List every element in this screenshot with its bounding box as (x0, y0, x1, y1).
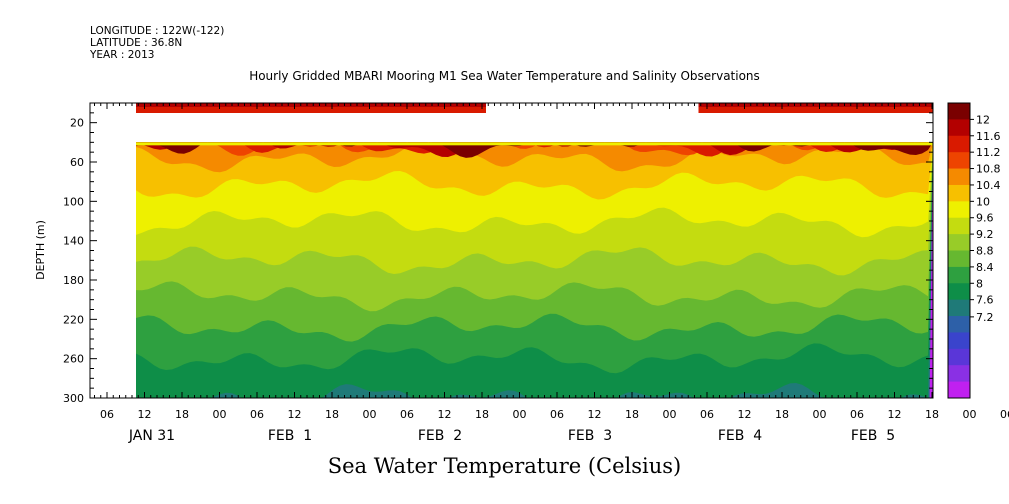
colorbar-swatch (948, 365, 970, 383)
surface-segment-shade (698, 103, 933, 107)
x-tick-label: 18 (925, 408, 939, 421)
colorbar-label: 7.6 (976, 294, 994, 307)
plot-area (90, 103, 933, 398)
y-axis-label: DEPTH (m) (34, 220, 47, 280)
y-tick-label: 220 (63, 313, 84, 326)
x-tick-label: 18 (775, 408, 789, 421)
x-tick-label: 00 (363, 408, 377, 421)
x-tick-label: 00 (213, 408, 227, 421)
y-tick-label: 300 (63, 392, 84, 405)
chart-title: Hourly Gridded MBARI Mooring M1 Sea Wate… (249, 69, 760, 83)
colorbar-label: 10.8 (976, 163, 1001, 176)
surface-segment (698, 103, 933, 113)
colorbar-swatch (948, 332, 970, 350)
y-tick-label: 100 (63, 195, 84, 208)
colorbar-swatch (948, 316, 970, 333)
colorbar-label: 10 (976, 195, 990, 208)
colorbar-swatch (948, 348, 970, 366)
colorbar-swatch (948, 103, 970, 120)
colorbar-swatch (948, 184, 970, 202)
x-tick-label: 18 (175, 408, 189, 421)
band-top (136, 142, 933, 146)
colorbar-swatch (948, 266, 970, 284)
contour-band (136, 142, 933, 157)
x-tick-label: 12 (138, 408, 152, 421)
latitude-label: LATITUDE : 36.8N (90, 37, 183, 49)
x-tick-label: 12 (738, 408, 752, 421)
colorbar-swatch (948, 135, 970, 153)
x-tick-label: 06 (700, 408, 714, 421)
x-tick-label: 12 (588, 408, 602, 421)
x-tick-label: 06 (250, 408, 264, 421)
x-tick-label: 06 (100, 408, 114, 421)
x-tick-label: 18 (475, 408, 489, 421)
x-tick-label: 00 (513, 408, 527, 421)
colorbar-swatch (948, 234, 970, 251)
y-tick-label: 60 (70, 156, 84, 169)
colorbar-label: 8.8 (976, 245, 994, 258)
x-day-label: FEB 4 (718, 428, 762, 444)
x-tick-label: 06 (1000, 408, 1009, 421)
colorbar-label: 9.6 (976, 212, 994, 225)
surface-segment-shade (136, 103, 486, 107)
x-tick-label: 00 (963, 408, 977, 421)
x-day-label: FEB 1 (268, 428, 312, 444)
colorbar-swatch (948, 250, 970, 268)
x-tick-label: 06 (400, 408, 414, 421)
y-tick-label: 140 (63, 235, 84, 248)
y-tick-label: 20 (70, 117, 84, 130)
y-tick-label: 180 (63, 274, 84, 287)
colorbar-label: 11.2 (976, 146, 1001, 159)
x-tick-label: 06 (850, 408, 864, 421)
x-day-label: JAN 31 (128, 428, 175, 444)
x-tick-label: 00 (663, 408, 677, 421)
x-tick-label: 12 (888, 408, 902, 421)
x-tick-label: 06 (550, 408, 564, 421)
x-tick-label: 12 (288, 408, 302, 421)
y-tick-label: 260 (63, 353, 84, 366)
colorbar-label: 10.4 (976, 179, 1001, 192)
year-label: YEAR : 2013 (90, 49, 155, 61)
x-day-label: FEB 2 (418, 428, 462, 444)
colorbar-label: 11.6 (976, 130, 1001, 143)
colorbar-label: 8 (976, 277, 983, 290)
chart-caption: Sea Water Temperature (Celsius) (327, 454, 682, 478)
colorbar-swatch (948, 299, 970, 317)
x-day-label: FEB 3 (568, 428, 612, 444)
colorbar-label: 12 (976, 113, 990, 126)
surface-segment (136, 103, 486, 113)
colorbar-label: 7.2 (976, 311, 994, 324)
x-tick-label: 00 (813, 408, 827, 421)
colorbar-swatch (948, 217, 970, 235)
colorbar-swatch (948, 381, 970, 399)
x-tick-label: 18 (325, 408, 339, 421)
colorbar-swatch (948, 119, 970, 137)
colorbar-label: 9.2 (976, 228, 994, 241)
x-tick-label: 18 (625, 408, 639, 421)
colorbar-swatch (948, 283, 970, 301)
colorbar-swatch (948, 168, 970, 186)
colorbar-swatch (948, 152, 970, 170)
colorbar-label: 8.4 (976, 261, 994, 274)
x-day-label: FEB 5 (851, 428, 895, 444)
colorbar-swatch (948, 201, 970, 219)
longitude-label: LONGITUDE : 122W(-122) (90, 25, 225, 37)
x-tick-label: 12 (438, 408, 452, 421)
